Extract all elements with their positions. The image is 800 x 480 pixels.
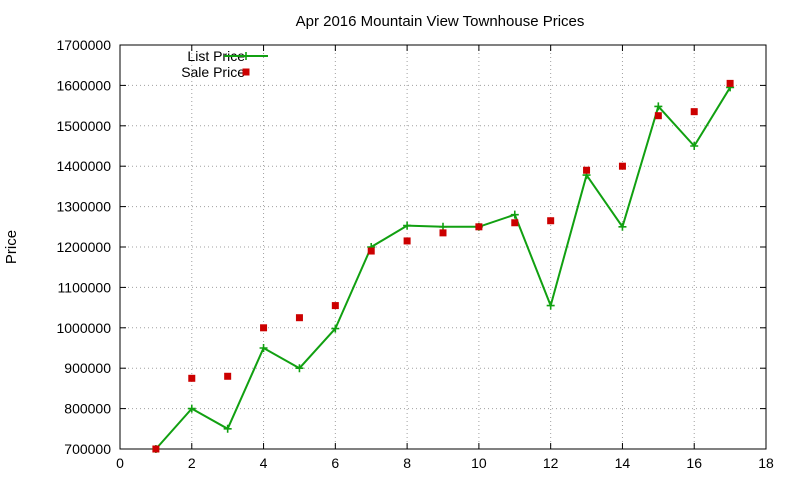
data-point	[726, 79, 734, 87]
data-point	[547, 217, 555, 225]
legend-marker	[242, 68, 250, 76]
x-tick-label: 4	[260, 455, 268, 471]
data-point	[403, 221, 412, 230]
data-point	[618, 222, 627, 231]
y-tick-label: 700000	[64, 441, 111, 457]
legend-label: List Price	[187, 48, 245, 64]
data-point	[654, 112, 662, 120]
series-list-price	[151, 83, 735, 453]
x-tick-label: 18	[758, 455, 774, 471]
x-tick-label: 2	[188, 455, 196, 471]
x-tick-label: 10	[471, 455, 487, 471]
y-tick-label: 1400000	[56, 158, 111, 174]
series-sale-price	[152, 79, 734, 453]
legend-marker	[242, 52, 250, 60]
y-tick-label: 1000000	[56, 320, 111, 336]
data-point	[295, 314, 303, 322]
axes: 0 2 4 6 8 10 12 14 16 18 700000 800000 900000 1000000…	[56, 37, 774, 471]
y-tick-label: 1600000	[56, 77, 111, 93]
data-point	[618, 162, 626, 170]
data-point	[223, 424, 232, 433]
legend-entry: List Price	[187, 48, 268, 64]
data-point	[259, 344, 268, 352]
y-tick-label: 1300000	[56, 199, 111, 215]
data-point	[511, 219, 519, 227]
data-point	[475, 223, 483, 231]
y-tick-label: 1200000	[56, 239, 111, 255]
y-axis-label: Price	[3, 230, 20, 264]
data-point	[690, 142, 699, 150]
x-tick-label: 0	[116, 455, 124, 471]
y-tick-label: 800000	[64, 401, 111, 417]
data-point	[439, 229, 447, 237]
x-tick-label: 16	[686, 455, 702, 471]
x-tick-label: 14	[615, 455, 631, 471]
x-tick-label: 12	[543, 455, 559, 471]
data-point	[295, 364, 304, 373]
chart-title: Apr 2016 Mountain View Townhouse Prices	[296, 13, 585, 30]
series-line	[155, 86, 731, 450]
legend-label: Sale Price	[181, 64, 245, 80]
data-point	[260, 324, 268, 332]
data-point	[331, 324, 340, 333]
data-point	[690, 108, 698, 116]
data-point	[583, 166, 591, 174]
data-point	[331, 302, 339, 310]
data-point	[403, 237, 411, 245]
series	[151, 79, 735, 453]
data-point	[654, 102, 663, 111]
y-tick-label: 900000	[64, 360, 111, 376]
grid	[120, 45, 766, 449]
data-point	[224, 372, 232, 380]
data-point	[367, 247, 375, 255]
data-point	[187, 404, 196, 413]
y-tick-label: 1500000	[56, 118, 111, 134]
data-point	[546, 301, 555, 310]
data-point	[152, 445, 160, 453]
x-tick-label: 8	[403, 455, 411, 471]
data-point	[510, 210, 519, 219]
data-point	[188, 374, 196, 382]
x-tick-label: 6	[331, 455, 339, 471]
y-tick-label: 1700000	[56, 37, 111, 53]
y-tick-label: 1100000	[58, 279, 112, 295]
legend-entry: Sale Price	[181, 64, 250, 80]
